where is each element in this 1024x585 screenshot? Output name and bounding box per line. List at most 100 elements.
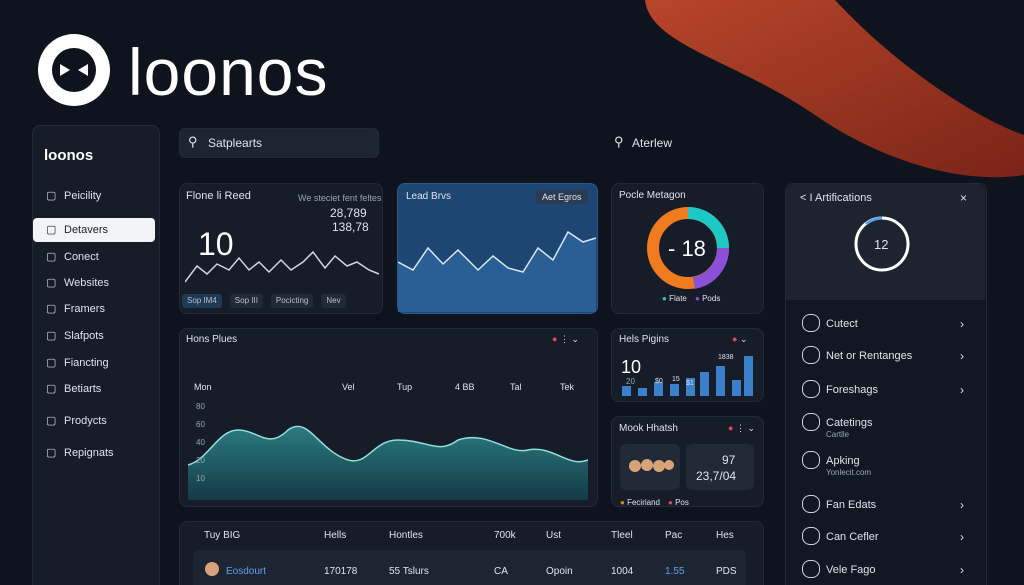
- nav-item[interactable]: Betiarts: [64, 383, 102, 395]
- note-icon: [802, 495, 820, 513]
- table-cell: 1004: [611, 566, 634, 577]
- card-note: We steciet fent feltes: [298, 193, 382, 203]
- card: [179, 183, 383, 314]
- note-label[interactable]: Fan Edats: [826, 499, 877, 511]
- close-button[interactable]: ×: [960, 191, 968, 205]
- table-header: Hontles: [389, 530, 423, 541]
- note-sub: Cartlle: [826, 430, 850, 439]
- bar-chart: [622, 356, 753, 396]
- stat: 28,789: [330, 206, 367, 220]
- count: 12: [874, 237, 889, 252]
- column-label: Mon: [194, 382, 212, 392]
- search-box[interactable]: [179, 128, 379, 158]
- y-tick-label: 20: [196, 456, 205, 465]
- y-tick-label: 10: [196, 474, 205, 483]
- bar-label: 1838: [718, 354, 734, 361]
- legend-item: ● Feciriand: [620, 498, 660, 507]
- search-placeholder: Satplearts: [208, 136, 263, 150]
- note-icon: [802, 413, 820, 431]
- y-tick-label: 40: [196, 438, 205, 447]
- area-chart: [188, 425, 588, 500]
- nav-item[interactable]: Conect: [64, 251, 99, 263]
- note-label[interactable]: Catetings: [826, 417, 873, 429]
- note-icon: [802, 380, 820, 398]
- note-sub: Yonlecit.com: [826, 468, 872, 477]
- decor-blob: [645, 0, 1024, 178]
- nav-item[interactable]: Detavers: [64, 224, 109, 236]
- legend-item: ● Pods: [695, 294, 721, 303]
- table-header: Ust: [546, 530, 561, 541]
- tab[interactable]: Pocicting: [270, 294, 314, 308]
- chevron: ›: [960, 383, 964, 397]
- table-header: Tleel: [611, 530, 633, 541]
- nav-icon: ▢: [46, 303, 57, 315]
- chevron: ›: [960, 498, 964, 512]
- note-label[interactable]: Net or Rentanges: [826, 350, 913, 362]
- tab[interactable]: Sop IM4: [182, 294, 222, 308]
- card: [611, 183, 764, 314]
- note-label[interactable]: Foreshags: [826, 384, 878, 396]
- y-tick-label: 80: [196, 402, 205, 411]
- tab[interactable]: Sop III: [229, 294, 263, 308]
- sub-number: 20: [626, 377, 635, 386]
- nav-item[interactable]: Repignats: [64, 447, 114, 459]
- note-icon: [802, 451, 820, 469]
- nav-icon: ▢: [46, 330, 57, 342]
- table-header: Pac: [665, 530, 683, 541]
- card-title: Hels Pigins: [619, 334, 670, 345]
- note-icon: [802, 314, 820, 332]
- tab[interactable]: Nev: [321, 294, 346, 308]
- note-label[interactable]: Apking: [826, 455, 860, 467]
- bar-label: $1: [686, 380, 694, 387]
- legend-item: ● Flate: [662, 294, 687, 303]
- card-title: Hons Plues: [186, 334, 238, 345]
- card-menu[interactable]: ● ⋮ ⌄: [728, 423, 755, 433]
- note-icon: [802, 527, 820, 545]
- chevron: ›: [960, 530, 964, 544]
- column-label: 4 BB: [455, 382, 475, 392]
- y-tick-label: 60: [196, 420, 205, 429]
- stat: 138,78: [332, 220, 369, 234]
- card-menu[interactable]: ● ⌄: [732, 334, 748, 344]
- note-label[interactable]: Vele Fago: [826, 564, 876, 576]
- sidebar-logo: loonos: [44, 147, 94, 164]
- search-icon: ⚲: [188, 134, 198, 149]
- nav-item[interactable]: Slafpots: [64, 330, 104, 342]
- donut-center: - 18: [668, 236, 706, 261]
- chevron: ›: [960, 349, 964, 363]
- big-number: 10: [621, 357, 642, 377]
- table-row[interactable]: [193, 550, 746, 585]
- table-header: Hes: [716, 530, 734, 541]
- table-header: Tuy BIG: [204, 530, 241, 541]
- nav-icon: ▢: [46, 224, 57, 236]
- nav-icon: ▢: [46, 277, 57, 289]
- nav-icon: ▢: [46, 251, 57, 263]
- bar-label: $0: [655, 378, 663, 385]
- card-menu[interactable]: ● ⋮ ⌄: [552, 334, 579, 344]
- table-cell: 1.55: [665, 566, 685, 577]
- table-header: 700k: [494, 530, 516, 541]
- column-label: Vel: [342, 382, 355, 392]
- nav-icon: ▢: [46, 447, 57, 459]
- panel-header: [786, 184, 985, 300]
- nav-item[interactable]: Prodycts: [64, 415, 107, 427]
- column-label: Tup: [397, 382, 413, 392]
- note-label[interactable]: Cutect: [826, 318, 858, 330]
- nav-item[interactable]: Peicility: [64, 190, 102, 202]
- overview-link[interactable]: Aterlew: [632, 136, 673, 150]
- note-icon: [802, 346, 820, 364]
- table-cell: CA: [494, 566, 508, 577]
- stat: 97: [722, 453, 736, 467]
- card-button[interactable]: Aet Egros: [536, 190, 588, 204]
- sidebar: [32, 125, 160, 585]
- stat-box: [686, 444, 754, 490]
- bar-label: 15: [672, 376, 680, 383]
- nav-item[interactable]: Framers: [64, 303, 105, 315]
- note-label[interactable]: Can Cefler: [826, 531, 879, 543]
- table-cell: Opoin: [546, 566, 573, 577]
- table-header: Hells: [324, 530, 347, 541]
- nav-item[interactable]: Websites: [64, 277, 110, 289]
- nav-item[interactable]: Fiancting: [64, 357, 109, 369]
- avatar-group: [620, 444, 680, 490]
